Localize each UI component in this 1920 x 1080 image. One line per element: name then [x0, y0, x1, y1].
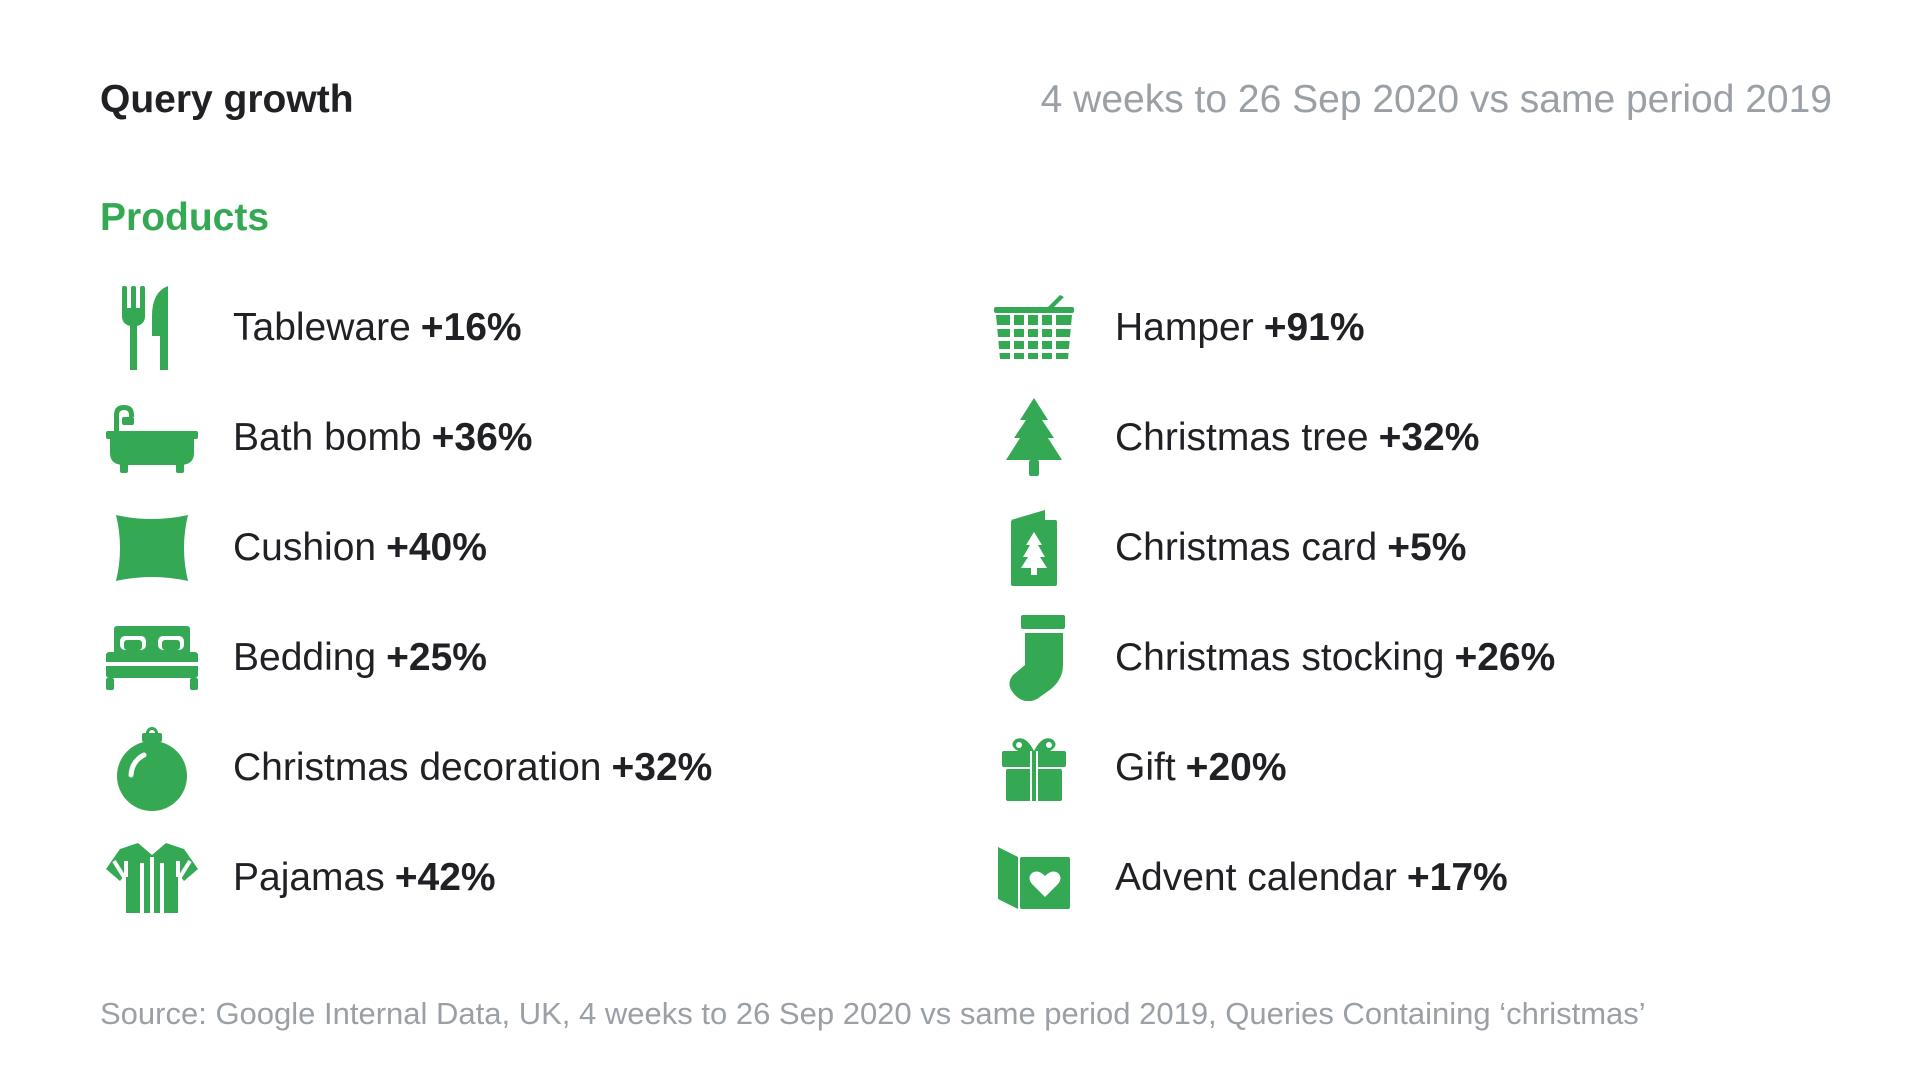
christmas-card-icon: [980, 500, 1088, 596]
period-subtitle: 4 weeks to 26 Sep 2020 vs same period 20…: [1040, 78, 1832, 121]
growth-value: +26%: [1454, 636, 1556, 679]
item-label: Hamper +91%: [1115, 306, 1365, 350]
item-label: Christmas decoration +32%: [233, 746, 712, 790]
list-item: Gift +20%: [980, 713, 1555, 823]
products-left-column: Tableware +16% Bath bomb +36% Cushion +4: [98, 273, 712, 933]
growth-value: +17%: [1406, 856, 1508, 899]
item-name: Pajamas: [233, 856, 385, 899]
item-name: Christmas stocking: [1115, 636, 1445, 679]
item-label: Tableware +16%: [233, 306, 522, 350]
cutlery-icon: [98, 280, 206, 376]
item-name: Cushion: [233, 526, 377, 569]
item-name: Christmas tree: [1115, 416, 1369, 459]
item-label: Cushion +40%: [233, 526, 487, 570]
item-label: Christmas stocking +26%: [1115, 636, 1555, 680]
growth-value: +32%: [1378, 416, 1480, 459]
item-label: Bedding +25%: [233, 636, 487, 680]
bathtub-icon: [98, 390, 206, 486]
page-title: Query growth: [100, 78, 354, 121]
growth-value: +36%: [431, 416, 533, 459]
item-name: Christmas card: [1115, 526, 1378, 569]
stocking-icon: [980, 610, 1088, 706]
growth-value: +42%: [394, 856, 496, 899]
growth-value: +40%: [386, 526, 487, 569]
bauble-icon: [98, 720, 206, 816]
christmas-tree-icon: [980, 390, 1088, 486]
item-name: Hamper: [1115, 306, 1254, 349]
advent-calendar-icon: [980, 830, 1088, 926]
list-item: Christmas card +5%: [980, 493, 1555, 603]
item-label: Advent calendar +17%: [1115, 856, 1508, 900]
list-item: Bedding +25%: [98, 603, 712, 713]
item-label: Pajamas +42%: [233, 856, 496, 900]
growth-value: +32%: [611, 746, 713, 789]
growth-value: +25%: [386, 636, 487, 679]
list-item: Bath bomb +36%: [98, 383, 712, 493]
cushion-icon: [98, 500, 206, 596]
item-name: Tableware: [233, 306, 411, 349]
item-name: Advent calendar: [1115, 856, 1397, 899]
item-name: Bedding: [233, 636, 377, 679]
gift-icon: [980, 720, 1088, 816]
list-item: Pajamas +42%: [98, 823, 712, 933]
section-label: Products: [100, 196, 270, 239]
item-name: Christmas decoration: [233, 746, 602, 789]
growth-value: +20%: [1185, 746, 1287, 789]
growth-value: +91%: [1263, 306, 1365, 349]
bed-icon: [98, 610, 206, 706]
list-item: Advent calendar +17%: [980, 823, 1555, 933]
list-item: Christmas decoration +32%: [98, 713, 712, 823]
item-label: Bath bomb +36%: [233, 416, 532, 460]
item-name: Bath bomb: [233, 416, 422, 459]
list-item: Christmas stocking +26%: [980, 603, 1555, 713]
list-item: Tableware +16%: [98, 273, 712, 383]
basket-icon: [980, 280, 1088, 376]
products-right-column: Hamper +91% Christmas tree +32%: [980, 273, 1555, 933]
item-label: Gift +20%: [1115, 746, 1287, 790]
item-label: Christmas tree +32%: [1115, 416, 1479, 460]
list-item: Hamper +91%: [980, 273, 1555, 383]
item-name: Gift: [1115, 746, 1176, 789]
growth-value: +5%: [1387, 526, 1467, 569]
item-label: Christmas card +5%: [1115, 526, 1466, 570]
list-item: Christmas tree +32%: [980, 383, 1555, 493]
pajamas-icon: [98, 830, 206, 926]
list-item: Cushion +40%: [98, 493, 712, 603]
growth-value: +16%: [420, 306, 522, 349]
source-note: Source: Google Internal Data, UK, 4 week…: [100, 996, 1646, 1031]
